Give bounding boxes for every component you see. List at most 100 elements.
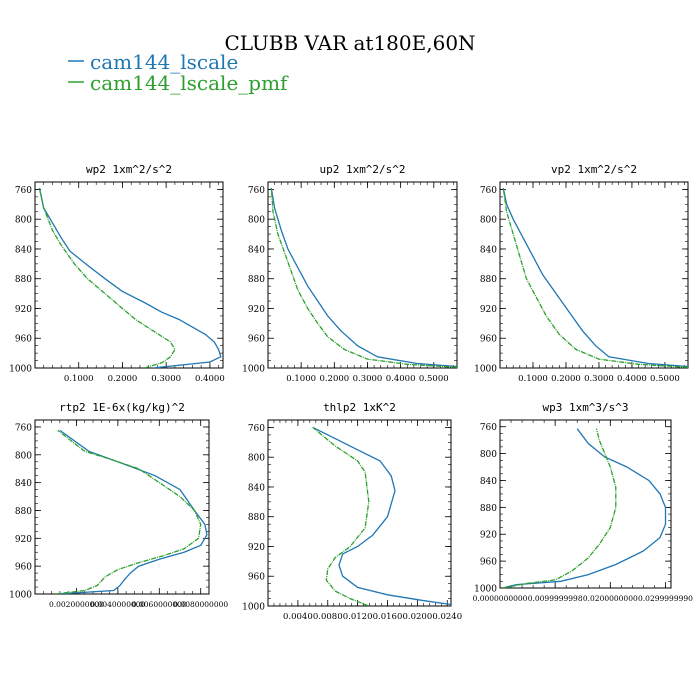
x-tick-label: 0.4000 (195, 374, 225, 384)
x-tick-label: 0.4000 (386, 374, 416, 384)
y-tick-label: 880 (248, 275, 265, 285)
y-tick-label: 920 (15, 305, 32, 315)
x-tick-label: 0.0160 (373, 612, 403, 622)
series-line-lscale (502, 428, 667, 588)
y-tick-label: 880 (480, 275, 497, 285)
x-tick-label: 0.1000 (518, 374, 548, 384)
x-tick-label: 0.0080 (313, 612, 343, 622)
y-tick-label: 880 (248, 513, 265, 523)
panel-6: wp3 1xm^3/s^3 760 800 840 880 920 960 10000.000… (473, 401, 694, 603)
y-tick-label: 920 (15, 535, 32, 545)
y-tick-label: 920 (480, 305, 497, 315)
series-line-lscale-pmf (312, 426, 370, 606)
series-line-lscale (38, 187, 222, 368)
panel-frame (499, 181, 689, 369)
x-tick-label: 0.0040000000 (90, 600, 145, 609)
x-tick-label: 0.0080000000 (173, 600, 228, 609)
y-tick-label: 880 (480, 504, 497, 514)
x-tick-label: 0.5000 (650, 374, 680, 384)
y-tick-label: 760 (15, 186, 32, 196)
legend-label-lscale: cam144_lscale (90, 50, 238, 74)
y-tick-label: 960 (15, 563, 32, 573)
panel-1: wp2 1xm^2/s^2 760 800 840 880 920 960 1000 0.100… (9, 163, 225, 384)
y-tick-label: 800 (480, 216, 497, 226)
y-tick-label: 840 (480, 477, 497, 487)
series-line-lscale-pmf (502, 187, 688, 368)
x-tick-label: 0.1000 (64, 374, 94, 384)
legend-label-lscale-pmf: cam144_lscale_pmf (90, 71, 289, 95)
y-tick-label: 960 (480, 335, 497, 345)
x-tick-label: 0.4000 (617, 374, 647, 384)
y-tick-label: 1000 (242, 603, 265, 613)
series-line-lscale (502, 187, 688, 368)
y-tick-label: 880 (15, 275, 32, 285)
y-tick-label: 960 (248, 335, 265, 345)
panel-title: up2 1xm^2/s^2 (319, 163, 405, 176)
y-tick-label: 960 (480, 558, 497, 568)
y-tick-label: 760 (480, 423, 497, 433)
panel-3: vp2 1xm^2/s^2 760 800 840 880 920 960 1000 0.100… (474, 163, 689, 384)
x-tick-label: 0.0020000000 (49, 600, 104, 609)
y-tick-label: 880 (15, 507, 32, 517)
y-tick-label: 840 (15, 245, 32, 255)
series-line-lscale-pmf (55, 429, 202, 594)
y-tick-label: 800 (248, 454, 265, 464)
y-tick-label: 800 (15, 216, 32, 226)
x-tick-label: 0.0040 (283, 612, 313, 622)
x-tick-label: 0.0000000000 (473, 594, 528, 603)
figure-title: CLUBB VAR at180E,60N (224, 31, 475, 55)
x-tick-label: 0.0120 (343, 612, 373, 622)
x-tick-label: 0.3000 (353, 374, 383, 384)
x-tick-label: 0.5000 (419, 374, 449, 384)
y-tick-label: 920 (480, 531, 497, 541)
x-tick-label: 0.1000 (286, 374, 316, 384)
y-tick-label: 840 (480, 245, 497, 255)
panel-frame (34, 181, 224, 369)
y-tick-label: 1000 (474, 585, 497, 595)
y-tick-label: 760 (248, 424, 265, 434)
y-tick-label: 1000 (242, 365, 265, 375)
series-line-lscale (57, 429, 208, 594)
y-tick-label: 960 (15, 335, 32, 345)
panel-4: rtp2 1E-6x(kg/kg)^2 760 800 840 880 920 960 100… (9, 401, 228, 609)
legend: cam144_lscale cam144_lscale_pmf (68, 50, 289, 95)
panel-title: wp3 1xm^3/s^3 (542, 401, 628, 414)
panel-title: wp2 1xm^2/s^2 (86, 163, 172, 176)
y-tick-label: 840 (248, 245, 265, 255)
x-tick-label: 0.0200 (403, 612, 433, 622)
panel-title: vp2 1xm^2/s^2 (551, 163, 637, 176)
y-tick-label: 1000 (474, 365, 497, 375)
panels: wp2 1xm^2/s^2 760 800 840 880 920 960 1000 0.100… (9, 163, 693, 622)
panel-frame (34, 419, 210, 595)
y-tick-label: 840 (248, 483, 265, 493)
panel-title: rtp2 1E-6x(kg/kg)^2 (59, 401, 185, 414)
series-line-lscale-pmf (270, 187, 457, 368)
x-tick-label: 0.3000 (584, 374, 614, 384)
y-tick-label: 800 (248, 216, 265, 226)
x-tick-label: 0.0240 (432, 612, 462, 622)
series-line-lscale-pmf (38, 187, 176, 368)
panel-2: up2 1xm^2/s^2 760 800 840 880 920 960 1000 0.100… (242, 163, 458, 384)
y-tick-label: 840 (15, 479, 32, 489)
panel-frame (267, 419, 452, 607)
series-line-lscale-pmf (502, 428, 617, 588)
y-tick-label: 920 (248, 543, 265, 553)
x-tick-label: 0.0299999990 (638, 594, 693, 603)
x-tick-label: 0.2000 (319, 374, 349, 384)
y-tick-label: 800 (15, 451, 32, 461)
x-tick-label: 0.0060000000 (132, 600, 187, 609)
x-tick-label: 0.0099999998 (528, 594, 583, 603)
x-tick-label: 0.3000 (151, 374, 181, 384)
y-tick-label: 920 (248, 305, 265, 315)
y-tick-label: 1000 (9, 365, 32, 375)
x-tick-label: 0.2000 (551, 374, 581, 384)
y-tick-label: 760 (15, 423, 32, 433)
y-tick-label: 960 (248, 573, 265, 583)
y-tick-label: 800 (480, 450, 497, 460)
panel-frame (267, 181, 458, 369)
y-tick-label: 760 (480, 186, 497, 196)
panel-frame (499, 419, 672, 589)
series-line-lscale (270, 187, 457, 368)
